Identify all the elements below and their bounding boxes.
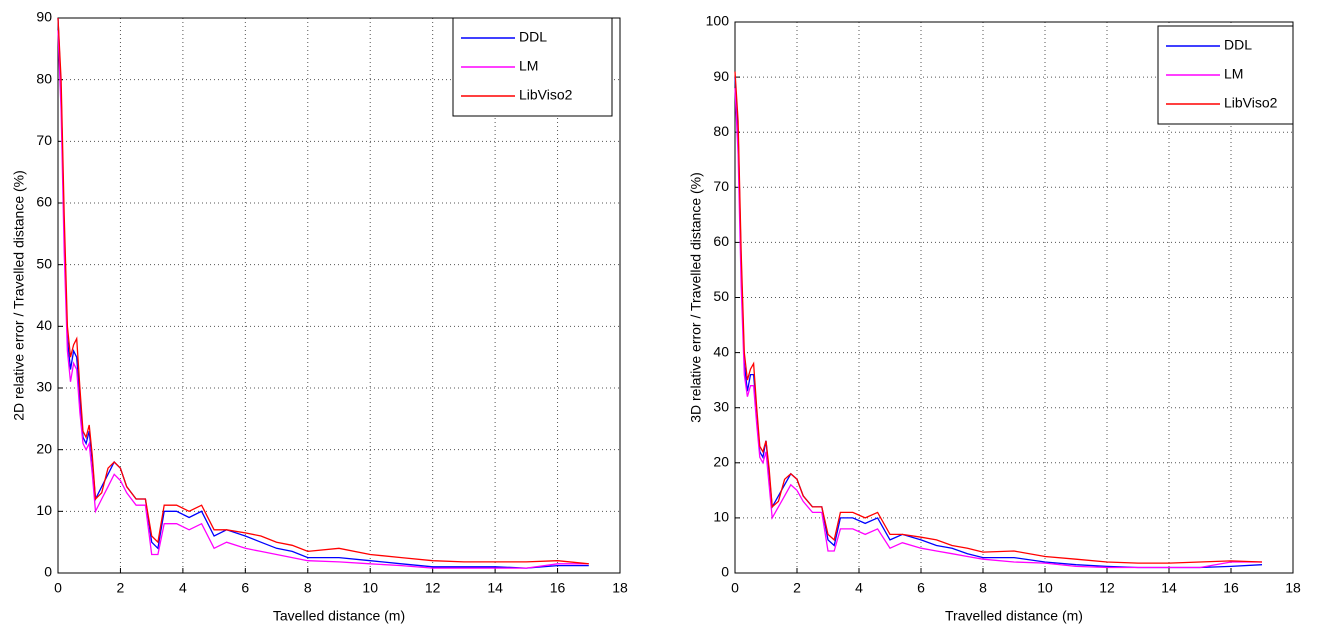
y-axis-label: 3D relative error / Travelled distance (… xyxy=(688,172,704,423)
x-tick-label: 8 xyxy=(304,580,312,596)
x-tick-label: 18 xyxy=(612,580,628,596)
y-tick-label: 30 xyxy=(713,398,729,414)
chart: 0 2 4 6 8 10 12 14 16 18 0 10 20 30 40 50 60 70 80 90 100 Tra… xyxy=(688,13,1301,624)
legend-label: DDL xyxy=(519,29,547,45)
legend-label: LibViso2 xyxy=(1224,95,1278,111)
series-line xyxy=(734,88,1262,569)
axes-box xyxy=(57,17,621,574)
x-tick-label: 10 xyxy=(362,580,378,596)
x-axis-label: Tavelled distance (m) xyxy=(273,608,405,624)
x-tick-label: 6 xyxy=(241,580,249,596)
x-tick-label: 12 xyxy=(1099,580,1115,596)
x-tick-label: 16 xyxy=(1223,580,1239,596)
y-tick-label: 40 xyxy=(713,343,729,359)
axes-box xyxy=(734,21,1294,574)
y-tick-label: 20 xyxy=(713,454,729,470)
series-line xyxy=(57,30,589,569)
y-tick-label: 70 xyxy=(36,132,52,148)
series-line xyxy=(734,71,1263,564)
x-tick-label: 14 xyxy=(1161,580,1177,596)
y-tick-label: 90 xyxy=(36,9,52,25)
y-tick-label: 90 xyxy=(713,68,729,84)
series-line xyxy=(57,17,589,565)
x-tick-label: 6 xyxy=(917,580,925,596)
x-tick-label: 18 xyxy=(1285,580,1301,596)
chart: 0 2 4 6 8 10 12 14 16 18 0 10 20 30 40 50 60 70 80 90 Tavell… xyxy=(11,9,628,624)
x-tick-label: 0 xyxy=(54,580,62,596)
y-axis-label: 2D relative error / Travelled distance (… xyxy=(11,170,27,421)
y-tick-label: 20 xyxy=(36,440,52,456)
legend-label: LM xyxy=(1224,66,1243,82)
legend-label: LibViso2 xyxy=(519,87,573,103)
x-tick-label: 4 xyxy=(855,580,863,596)
y-tick-label: 50 xyxy=(36,255,52,271)
x-axis-label: Travelled distance (m) xyxy=(945,608,1083,624)
y-tick-label: 50 xyxy=(713,288,729,304)
y-tick-label: 30 xyxy=(36,379,52,395)
y-tick-label: 80 xyxy=(713,123,729,139)
x-tick-label: 2 xyxy=(117,580,125,596)
x-tick-label: 2 xyxy=(793,580,801,596)
y-tick-label: 80 xyxy=(36,70,52,86)
y-tick-label: 10 xyxy=(36,502,52,518)
legend-label: LM xyxy=(519,58,538,74)
x-tick-label: 12 xyxy=(425,580,441,596)
x-tick-label: 0 xyxy=(731,580,739,596)
y-tick-label: 70 xyxy=(713,178,729,194)
x-tick-label: 8 xyxy=(979,580,987,596)
y-tick-label: 0 xyxy=(721,564,729,580)
y-tick-label: 60 xyxy=(713,233,729,249)
x-tick-label: 16 xyxy=(550,580,566,596)
x-tick-label: 14 xyxy=(487,580,503,596)
y-tick-label: 40 xyxy=(36,317,52,333)
x-tick-label: 10 xyxy=(1037,580,1053,596)
y-tick-label: 60 xyxy=(36,194,52,210)
x-tick-label: 4 xyxy=(179,580,187,596)
series-line xyxy=(57,17,589,569)
y-tick-label: 100 xyxy=(706,13,730,29)
legend-label: DDL xyxy=(1224,37,1252,53)
y-tick-label: 0 xyxy=(44,564,52,580)
y-tick-label: 10 xyxy=(713,509,729,525)
